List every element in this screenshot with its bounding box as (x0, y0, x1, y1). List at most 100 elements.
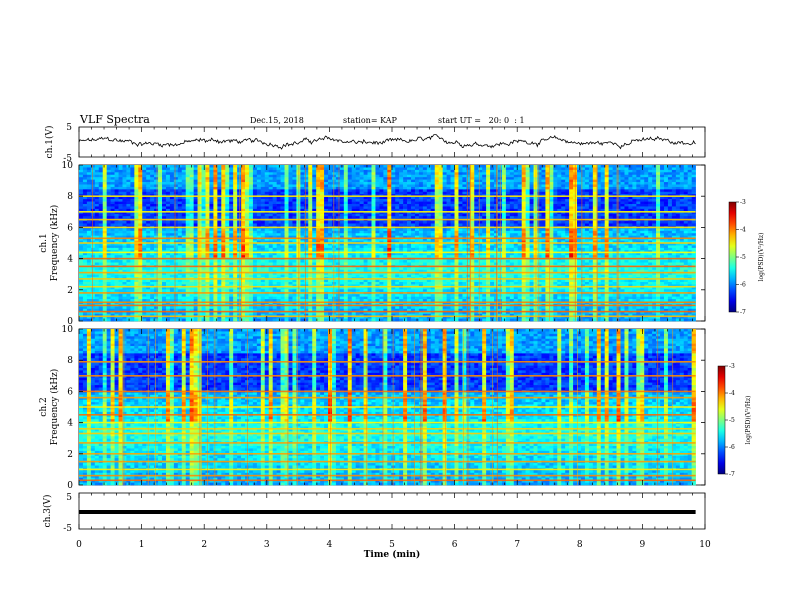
ch1-spectrogram-cell (585, 228, 589, 231)
ch1-spectrogram-cell (518, 216, 522, 219)
ch1-spectrogram-cell (154, 180, 158, 183)
ch1-spectrogram-cell (478, 202, 482, 205)
ch1-spectrogram-cell (688, 182, 692, 185)
ch1-spectrogram-cell (486, 221, 490, 224)
ch1-spectrogram-cell (447, 182, 451, 185)
ch1-spectrogram-cell (119, 167, 123, 170)
ch1-spectrogram-cell (308, 177, 312, 180)
ch1-spectrogram-cell (613, 214, 617, 217)
ch1-spectrogram-cell (624, 167, 628, 170)
ch1-spectrogram-cell (538, 197, 542, 200)
ch1-spectrogram-cell (644, 216, 648, 219)
ch1-spectrogram-cell (336, 199, 340, 202)
ch1-spectrogram-cell (644, 221, 648, 224)
ch1-spectrogram-cell (229, 175, 233, 178)
ch1-spectrogram-cell (245, 167, 249, 170)
ch1-spectrogram-cell (526, 192, 530, 195)
ch1-spectrogram-cell (660, 167, 664, 170)
ch1-spectrogram-cell (277, 206, 281, 209)
ch1-spectrogram-cell (628, 202, 632, 205)
ch1-spectrogram-cell (126, 192, 130, 195)
ch1-spectrogram-cell (684, 199, 688, 202)
ch1-spectrogram-cell (285, 182, 289, 185)
ch1-spectrogram-cell (348, 187, 352, 190)
ch1-spectrogram-cell (340, 187, 344, 190)
ch1-spectrogram-cell (439, 202, 443, 205)
ch1-spectrogram-cell (95, 216, 99, 219)
ch1-spectrogram-cell (205, 204, 209, 207)
ch1-spectrogram-cell (249, 231, 253, 234)
ch1-spectrogram-cell (364, 228, 368, 231)
ch1-spectrogram-cell (427, 224, 431, 227)
ch1-spectrogram-cell (632, 231, 636, 234)
ch1-spectrogram-cell (593, 192, 597, 195)
ch1-spectrogram-cell (202, 165, 206, 168)
ch1-spectrogram-cell (668, 165, 672, 168)
ch1-spectrogram-cell (174, 185, 178, 188)
ch1-spectrogram-cell (490, 167, 494, 170)
ch1-spectrogram-cell (186, 182, 190, 185)
ch1-spectrogram-cell (340, 197, 344, 200)
ch1-spectrogram-cell (510, 202, 514, 205)
ch1-spectrogram-cell (107, 216, 111, 219)
ch1-spectrogram-cell (585, 165, 589, 168)
ch1-spectrogram-cell (154, 189, 158, 192)
ch1-spectrogram-cell (458, 167, 462, 170)
ch1-spectrogram-cell (684, 170, 688, 173)
ch1-spectrogram-cell (688, 187, 692, 190)
ch1-spectrogram-cell (577, 202, 581, 205)
ch1-spectrogram-cell (190, 180, 194, 183)
ch1-spectrogram-cell (680, 165, 684, 168)
ch1-spectrogram-cell (680, 180, 684, 183)
ch1-spectrogram-cell (344, 175, 348, 178)
ch1-spectrogram-cell (624, 185, 628, 188)
ch1-spectrogram-cell (613, 224, 617, 227)
ch1-spectrogram-cell (111, 199, 115, 202)
ch1-spectrogram-cell (119, 187, 123, 190)
ch1-spectrogram-cell (261, 180, 265, 183)
ch1-spectrogram-cell (126, 199, 130, 202)
ch1-spectrogram-cell (79, 233, 83, 236)
ch1-spectrogram-cell (431, 199, 435, 202)
ch1-spectrogram-cell (130, 216, 134, 219)
ch1-spectrogram-cell (364, 182, 368, 185)
ch1-spectrogram-cell (510, 180, 514, 183)
ch1-spectrogram-cell (233, 221, 237, 224)
ch1-spectrogram-cell (435, 231, 439, 234)
ch1-spectrogram-cell (561, 185, 565, 188)
ch1-spectrogram-cell (514, 180, 518, 183)
ch1-spectrogram-cell (455, 231, 459, 234)
ch1-spectrogram-cell (288, 180, 292, 183)
ch1-spectrogram-cell (146, 165, 150, 168)
ch1-spectrogram-cell (553, 192, 557, 195)
ch1-spectrogram-cell (340, 199, 344, 202)
ch1-spectrogram-cell (356, 180, 360, 183)
ch1-spectrogram-cell (601, 170, 605, 173)
ch1-spectrogram-cell (103, 167, 107, 170)
ch1-spectrogram-cell (154, 172, 158, 175)
ch1-spectrogram-cell (300, 167, 304, 170)
ch1-spectrogram-cell (621, 175, 625, 178)
ch1-spectrogram-cell (371, 197, 375, 200)
ch1-spectrogram-cell (411, 204, 415, 207)
ch1-spectrogram-cell (178, 224, 182, 227)
ch1-spectrogram-cell (158, 167, 162, 170)
ch1-spectrogram-cell (245, 221, 249, 224)
ch1-spectrogram-cell (371, 165, 375, 168)
ch1-spectrogram-cell (99, 214, 103, 217)
ch1-spectrogram-cell (688, 185, 692, 188)
ch1-spectrogram-cell (119, 180, 123, 183)
ch1-spectrogram-cell (221, 228, 225, 231)
ch1-spectrogram-cell (553, 199, 557, 202)
ch1-spectrogram-cell (506, 189, 510, 192)
ch1-spectrogram-cell (585, 221, 589, 224)
ch1-spectrogram-cell (565, 202, 569, 205)
ch1-spectrogram-cell (624, 182, 628, 185)
ch1-spectrogram-cell (257, 204, 261, 207)
ch1-spectrogram-cell (455, 221, 459, 224)
ch1-spectrogram-cell (395, 167, 399, 170)
ch1-spectrogram-cell (126, 228, 130, 231)
ch1-spectrogram-cell (194, 185, 198, 188)
ch1-spectrogram-cell (130, 204, 134, 207)
ch1-spectrogram-cell (277, 216, 281, 219)
